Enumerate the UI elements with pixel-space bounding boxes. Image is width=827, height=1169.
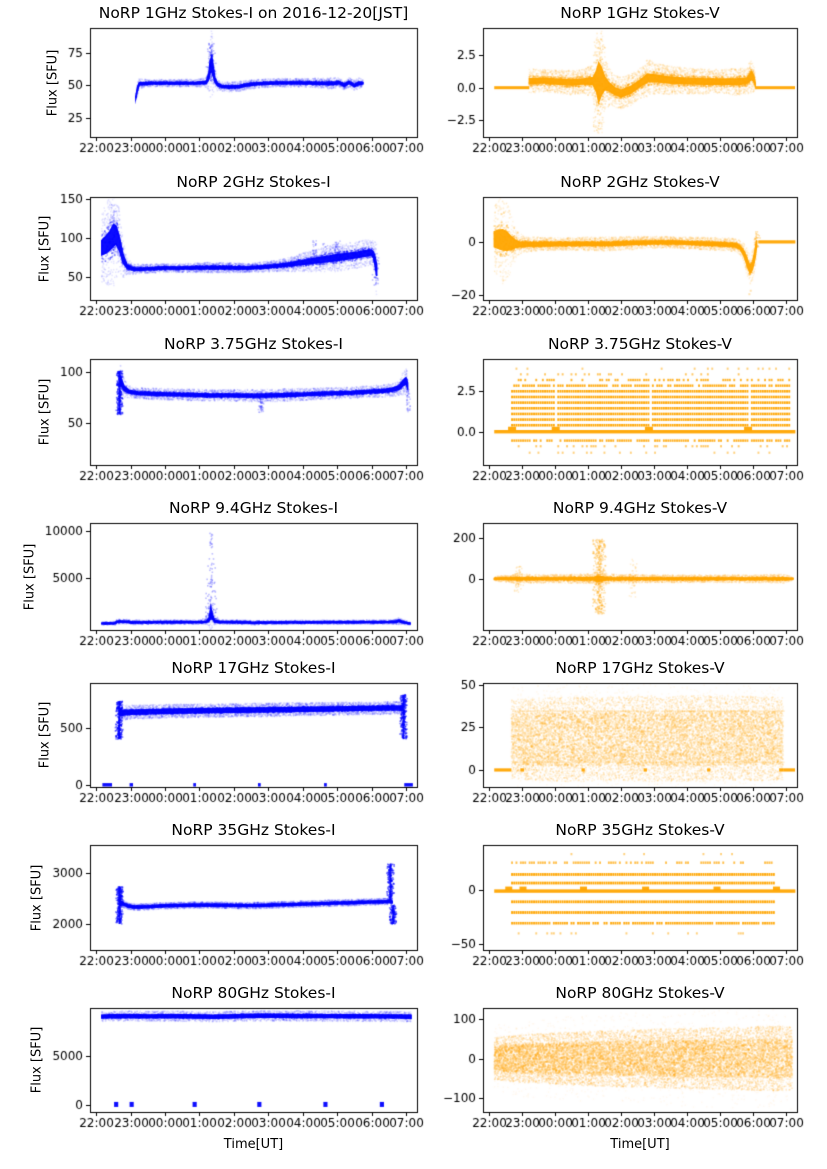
x-axis-label-right: Time[UT] (610, 1137, 670, 1152)
plot-title-norp-80ghz-stokes-v: NoRP 80GHz Stokes-V (555, 984, 725, 1002)
plot-title-norp-2ghz-stokes-i: NoRP 2GHz Stokes-I (176, 173, 331, 191)
plot-title-norp-35ghz-stokes-i: NoRP 35GHz Stokes-I (171, 821, 336, 839)
y-axis-label-norp-35ghz-stokes-i: Flux [SFU] (29, 864, 45, 931)
y-axis-label-norp-2ghz-stokes-i: Flux [SFU] (37, 215, 53, 282)
plot-title-norp-17ghz-stokes-i: NoRP 17GHz Stokes-I (171, 659, 336, 677)
y-axis-label-norp-3.75ghz-stokes-i: Flux [SFU] (37, 378, 53, 446)
y-axis-label-norp-9.4ghz-stokes-i: Flux [SFU] (22, 543, 38, 610)
y-axis-label-norp-80ghz-stokes-i: Flux [SFU] (29, 1026, 45, 1094)
y-axis-label-norp-1ghz-stokes-i: Flux [SFU] (45, 49, 61, 116)
plot-title-norp-80ghz-stokes-i: NoRP 80GHz Stokes-I (171, 984, 336, 1002)
plot-title-norp-1ghz-stokes-v: NoRP 1GHz Stokes-V (560, 4, 720, 22)
plot-title-norp-9.4ghz-stokes-v: NoRP 9.4GHz Stokes-V (552, 499, 728, 517)
plot-title-norp-3.75ghz-stokes-i: NoRP 3.75GHz Stokes-I (164, 335, 343, 353)
plot-title-norp-9.4ghz-stokes-i: NoRP 9.4GHz Stokes-I (168, 499, 339, 517)
x-axis-label-left: Time[UT] (223, 1137, 284, 1152)
plot-title-norp-1ghz-stokes-i: NoRP 1GHz Stokes-I on 2016-12-20[JST] (98, 4, 409, 22)
plot-title-norp-17ghz-stokes-v: NoRP 17GHz Stokes-V (555, 659, 725, 677)
y-axis-label-norp-17ghz-stokes-i: Flux [SFU] (37, 701, 53, 769)
plot-title-norp-3.75ghz-stokes-v: NoRP 3.75GHz Stokes-V (547, 335, 733, 353)
plot-title-norp-35ghz-stokes-v: NoRP 35GHz Stokes-V (555, 821, 725, 839)
plot-title-norp-2ghz-stokes-v: NoRP 2GHz Stokes-V (560, 173, 720, 191)
